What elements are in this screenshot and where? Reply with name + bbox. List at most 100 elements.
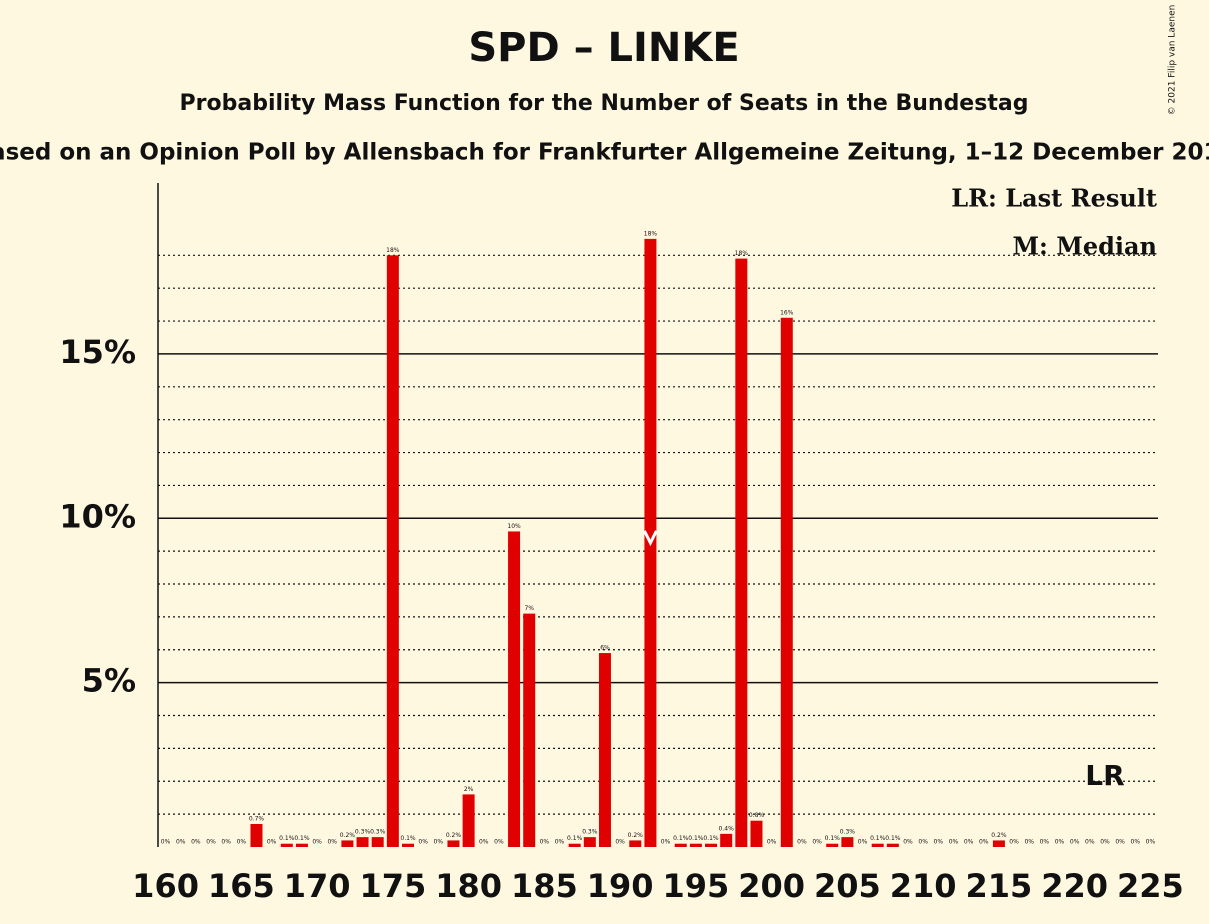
bar — [568, 843, 581, 847]
value-label: 0.1% — [400, 835, 416, 842]
bar — [886, 843, 899, 847]
last-result-label: LR — [1085, 759, 1124, 792]
bar — [341, 840, 354, 847]
bar — [447, 840, 460, 847]
y-tick-label: 15% — [59, 333, 136, 371]
value-label: 0% — [1055, 839, 1065, 846]
chart-title: SPD – LINKE — [468, 25, 739, 71]
bar — [508, 531, 521, 847]
value-label: 0% — [206, 839, 216, 846]
median-marker — [643, 530, 658, 547]
value-label: 0.7% — [249, 815, 265, 822]
value-label: 0.3% — [840, 829, 856, 836]
value-label: 0% — [767, 839, 777, 846]
value-label: 0% — [1040, 839, 1050, 846]
bar — [598, 653, 611, 847]
value-label: 10% — [507, 523, 521, 530]
x-tick-label: 225 — [1117, 867, 1184, 905]
value-label: 0% — [812, 839, 822, 846]
x-tick-label: 210 — [890, 867, 957, 905]
chart-subtitle: Based on an Opinion Poll by Allensbach f… — [0, 140, 1209, 166]
value-label: 0% — [1009, 839, 1019, 846]
value-label: 0.1% — [673, 835, 689, 842]
value-label: 0.3% — [582, 829, 598, 836]
x-tick-label: 200 — [738, 867, 805, 905]
legend-entry: LR: Last Result — [951, 184, 1157, 213]
value-label: 0% — [918, 839, 928, 846]
value-label: 0% — [312, 839, 322, 846]
x-tick-label: 195 — [662, 867, 729, 905]
value-label: 0% — [540, 839, 550, 846]
value-label: 2% — [464, 786, 474, 793]
value-label: 6% — [600, 645, 610, 652]
value-label: 0% — [267, 839, 277, 846]
value-label: 0% — [858, 839, 868, 846]
value-label: 0% — [1146, 839, 1156, 846]
value-label: 0% — [434, 839, 444, 846]
value-label: 0.2% — [991, 832, 1007, 839]
value-label: 0.3% — [355, 829, 371, 836]
x-tick-label: 190 — [587, 867, 654, 905]
value-label: 0% — [1100, 839, 1110, 846]
x-tick-label: 175 — [359, 867, 426, 905]
x-tick-label: 170 — [284, 867, 351, 905]
value-label: 0% — [661, 839, 671, 846]
bar — [583, 837, 596, 847]
value-label: 0% — [221, 839, 231, 846]
value-label: 0% — [418, 839, 428, 846]
bar — [523, 613, 536, 847]
bar — [780, 317, 793, 847]
bar — [371, 837, 384, 847]
value-label: 0.8% — [749, 812, 765, 819]
x-tick-label: 160 — [132, 867, 199, 905]
value-label: 0% — [327, 839, 337, 846]
value-label: 0.1% — [279, 835, 295, 842]
value-label: 0% — [1115, 839, 1125, 846]
value-label: 0.1% — [703, 835, 719, 842]
value-label: 0% — [615, 839, 625, 846]
copyright: © 2021 Filip van Laenen — [1168, 5, 1178, 116]
bar — [629, 840, 642, 847]
bar — [871, 843, 884, 847]
bar — [689, 843, 702, 847]
bar — [750, 820, 763, 847]
value-label: 18% — [735, 250, 749, 257]
value-label: 0.1% — [885, 835, 901, 842]
value-label: 0.1% — [870, 835, 886, 842]
x-tick-label: 205 — [814, 867, 881, 905]
bar — [280, 843, 293, 847]
bar — [826, 843, 839, 847]
value-label: 0% — [979, 839, 989, 846]
bar — [295, 843, 308, 847]
value-label: 0% — [797, 839, 807, 846]
value-label: 0.1% — [567, 835, 583, 842]
value-label: 0% — [191, 839, 201, 846]
bar — [992, 840, 1005, 847]
value-label: 0.4% — [719, 825, 735, 832]
bar — [250, 823, 263, 847]
x-tick-label: 185 — [511, 867, 578, 905]
value-label: 0.1% — [825, 835, 841, 842]
bar — [720, 833, 733, 847]
bar — [841, 837, 854, 847]
value-label: 0% — [555, 839, 565, 846]
value-label: 18% — [386, 247, 400, 254]
value-label: 16% — [780, 309, 794, 316]
bar — [735, 258, 748, 847]
value-label: 18% — [644, 230, 658, 237]
value-label: 0.2% — [628, 832, 644, 839]
value-label: 0.1% — [688, 835, 704, 842]
value-label: 0% — [964, 839, 974, 846]
x-tick-label: 180 — [435, 867, 502, 905]
value-label: 0% — [934, 839, 944, 846]
value-label: 0% — [1070, 839, 1080, 846]
x-tick-label: 220 — [1041, 867, 1108, 905]
value-label: 0% — [161, 839, 171, 846]
legend-entry: M: Median — [1012, 232, 1157, 261]
bar — [386, 255, 399, 847]
value-label: 0% — [903, 839, 913, 846]
value-label: 0% — [479, 839, 489, 846]
bar — [674, 843, 687, 847]
value-label: 0% — [494, 839, 504, 846]
y-tick-label: 10% — [59, 497, 136, 535]
